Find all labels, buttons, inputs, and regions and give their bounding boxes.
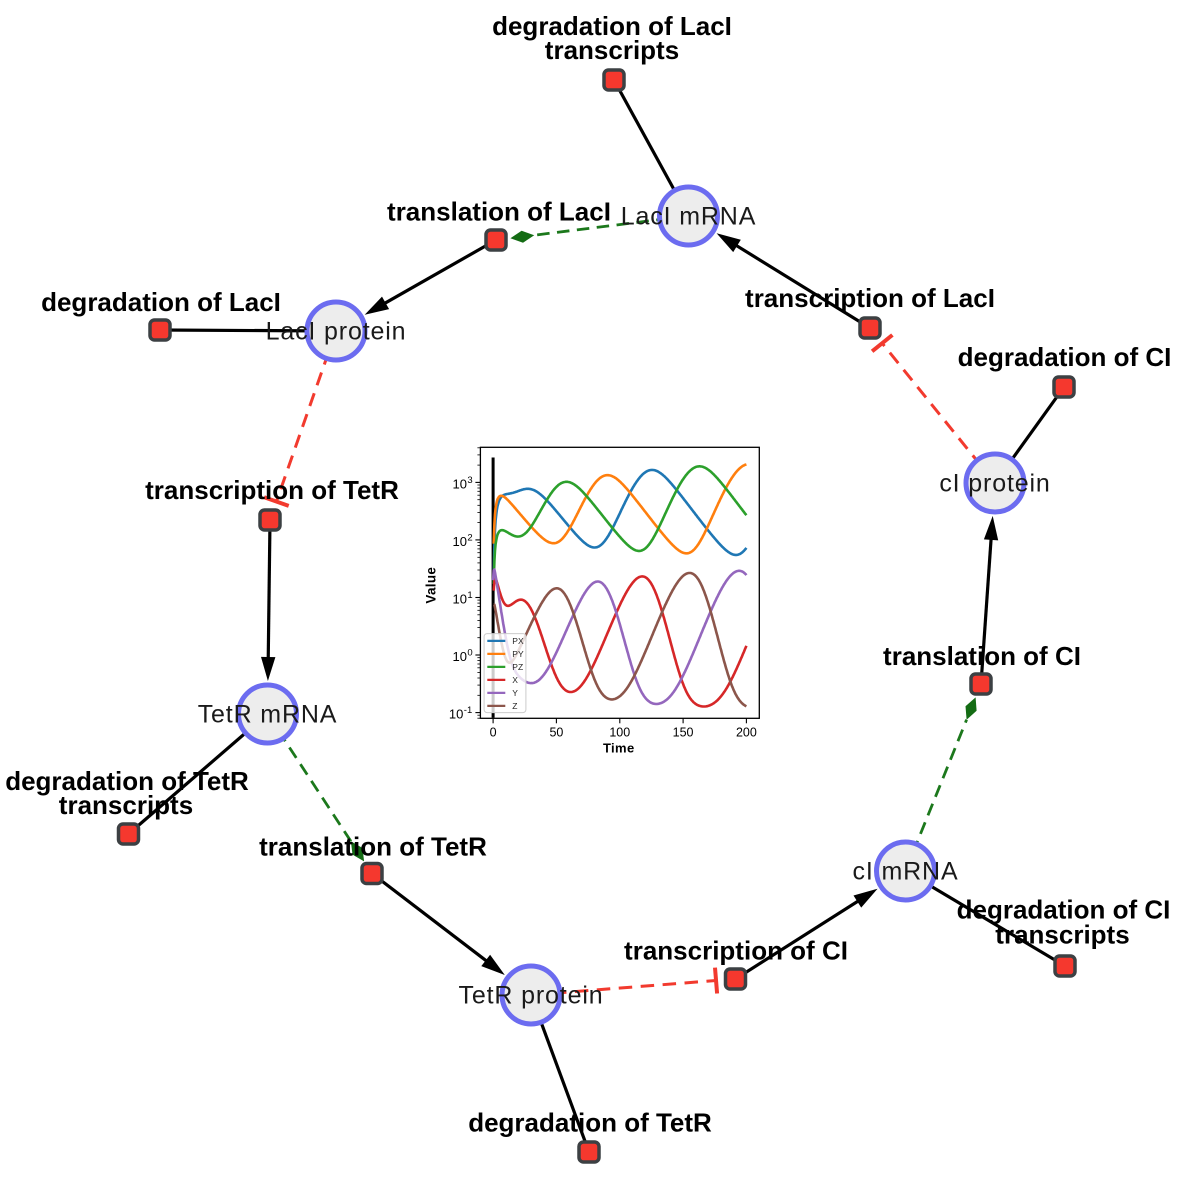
svg-text:translation of LacI: translation of LacI bbox=[387, 197, 611, 227]
svg-text:10: 10 bbox=[453, 534, 467, 549]
svg-text:PZ: PZ bbox=[512, 662, 523, 672]
svg-text:0: 0 bbox=[467, 647, 472, 658]
svg-text:degradation of TetR: degradation of TetR bbox=[5, 766, 249, 796]
svg-text:200: 200 bbox=[736, 726, 757, 740]
svg-text:degradation of CI: degradation of CI bbox=[958, 342, 1172, 372]
svg-text:150: 150 bbox=[673, 726, 694, 740]
svg-text:transcription of CI: transcription of CI bbox=[624, 936, 848, 966]
svg-text:cI mRNA: cI mRNA bbox=[853, 858, 959, 886]
svg-text:10: 10 bbox=[453, 591, 467, 606]
svg-text:10: 10 bbox=[449, 707, 463, 722]
svg-text:100: 100 bbox=[609, 726, 630, 740]
svg-text:degradation of LacI: degradation of LacI bbox=[492, 11, 732, 41]
svg-text:transcripts: transcripts bbox=[59, 790, 193, 820]
svg-text:10: 10 bbox=[453, 476, 467, 491]
svg-text:transcripts: transcripts bbox=[995, 920, 1129, 950]
svg-text:degradation of CI: degradation of CI bbox=[957, 895, 1171, 925]
svg-text:TetR mRNA: TetR mRNA bbox=[198, 701, 338, 729]
svg-text:degradation of TetR: degradation of TetR bbox=[468, 1108, 712, 1138]
svg-text:Z: Z bbox=[512, 701, 517, 711]
svg-text:LacI protein: LacI protein bbox=[266, 318, 407, 346]
svg-text:translation of CI: translation of CI bbox=[883, 641, 1081, 671]
svg-text:Value: Value bbox=[424, 567, 439, 604]
svg-text:degradation of LacI: degradation of LacI bbox=[41, 287, 281, 317]
svg-text:10: 10 bbox=[453, 649, 467, 664]
svg-text:3: 3 bbox=[467, 475, 472, 486]
svg-text:transcription of LacI: transcription of LacI bbox=[745, 283, 995, 313]
svg-text:cI protein: cI protein bbox=[939, 470, 1050, 498]
svg-text:2: 2 bbox=[467, 532, 472, 543]
svg-text:Y: Y bbox=[512, 688, 518, 698]
svg-text:Time: Time bbox=[603, 740, 635, 755]
svg-text:1: 1 bbox=[467, 590, 472, 601]
svg-text:transcripts: transcripts bbox=[545, 35, 679, 65]
svg-text:X: X bbox=[512, 675, 518, 685]
svg-text:-1: -1 bbox=[464, 705, 472, 716]
svg-text:LacI mRNA: LacI mRNA bbox=[621, 203, 756, 231]
svg-text:translation of TetR: translation of TetR bbox=[259, 832, 487, 862]
svg-text:PX: PX bbox=[512, 636, 524, 646]
svg-text:TetR protein: TetR protein bbox=[459, 982, 604, 1010]
svg-text:transcription of TetR: transcription of TetR bbox=[145, 475, 399, 505]
svg-text:0: 0 bbox=[490, 726, 497, 740]
svg-text:PY: PY bbox=[512, 649, 524, 659]
svg-text:50: 50 bbox=[549, 726, 563, 740]
